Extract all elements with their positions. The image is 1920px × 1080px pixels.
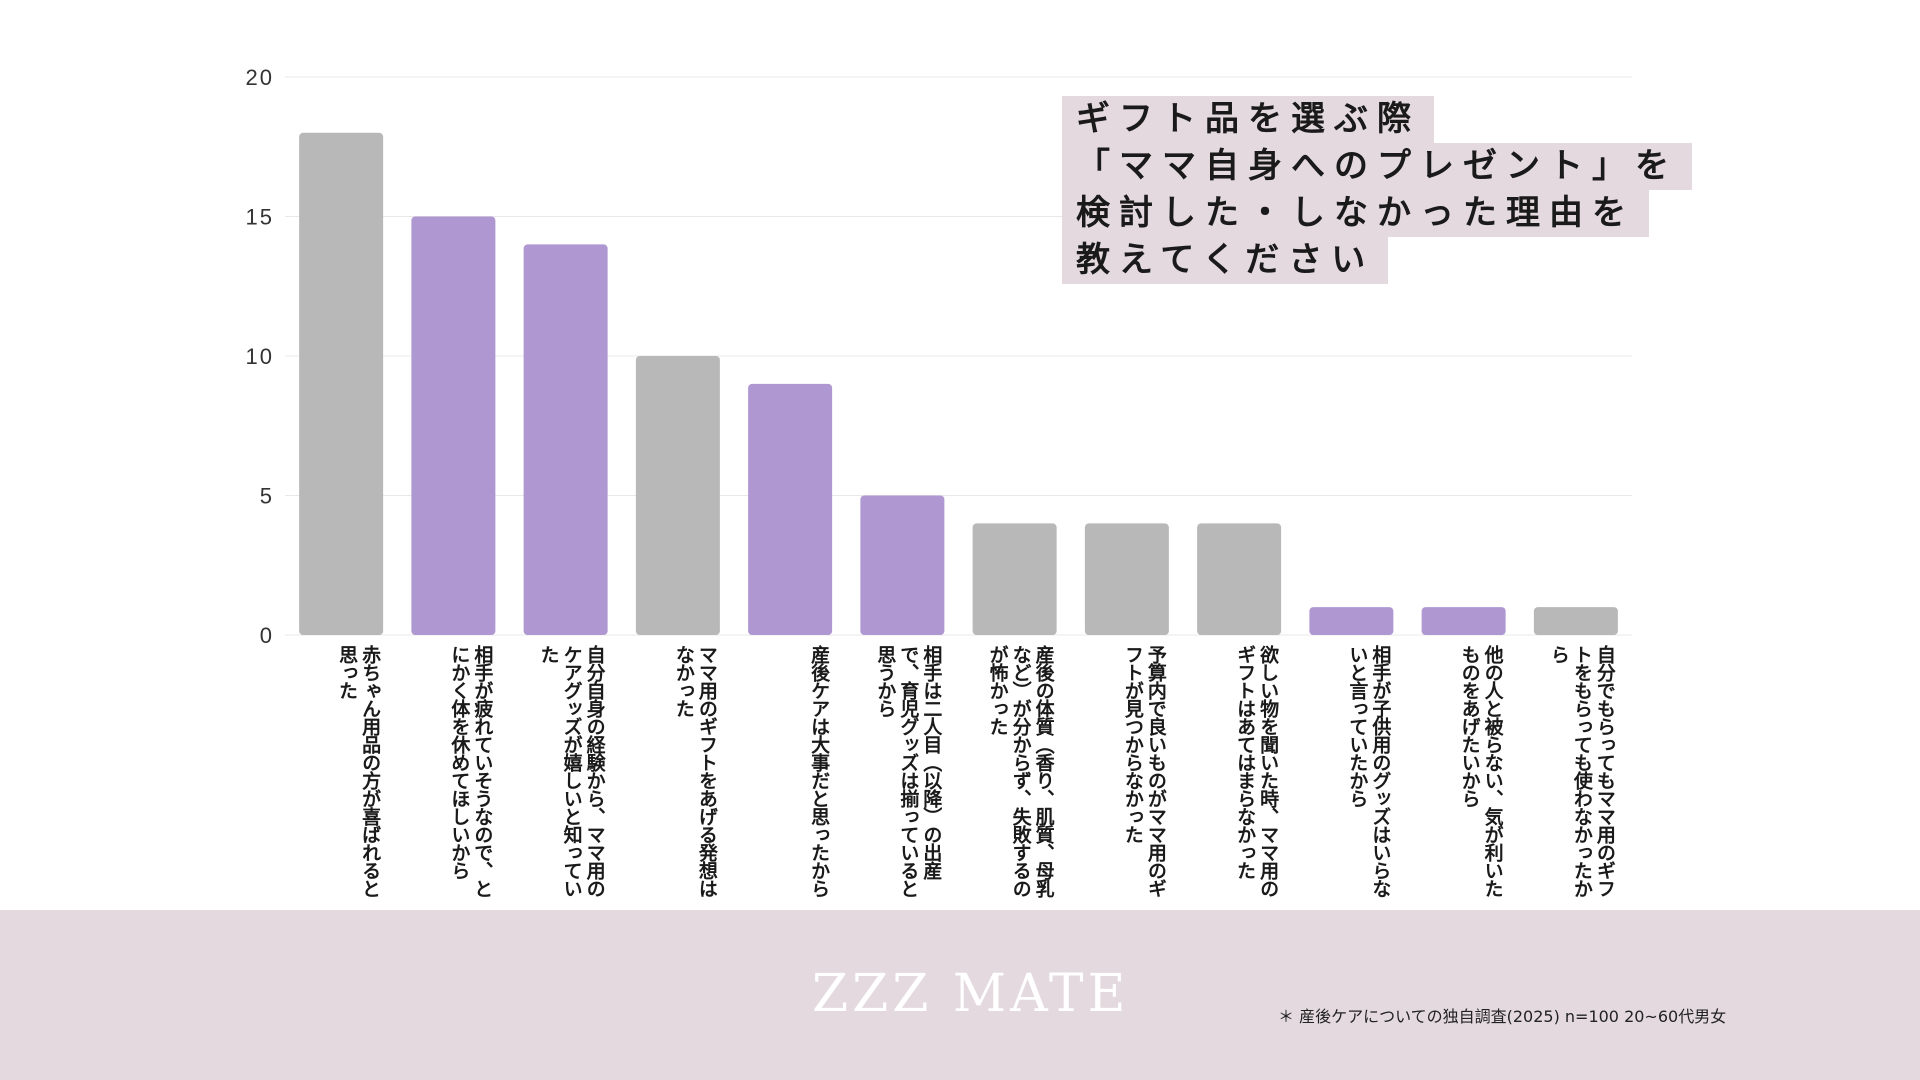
title-line-4: 教えてください <box>1062 237 1389 284</box>
x-category-label: 赤ちゃん用品の方が喜ばれると思った <box>336 645 382 897</box>
y-tick-label: 20 <box>246 65 274 90</box>
source-note: ＊ 産後ケアについての独自調査(2025) n=100 20~60代男女 <box>1278 1007 1727 1026</box>
title-line-3: 検討した・しなかった理由を <box>1062 190 1649 237</box>
bar-10 <box>1309 607 1394 635</box>
bar-6 <box>860 495 945 635</box>
bar-2 <box>411 216 496 635</box>
y-tick-label: 15 <box>246 205 274 230</box>
x-category-label: 予算内で良いものがママ用のギフトが見つからなかった <box>1121 645 1167 897</box>
bars <box>299 132 1618 636</box>
x-category-label: ママ用のギフトをあげる発想はなかった <box>672 645 718 897</box>
bar-5 <box>748 383 833 635</box>
x-category-label: 相手が子供用のグッズはいらないと言っていたから <box>1346 645 1392 897</box>
title-line-1: ギフト品を選ぶ際 <box>1062 96 1434 143</box>
bar-7 <box>972 523 1057 635</box>
x-category-label: 他の人と被らない、気が利いたものをあげたいから <box>1458 645 1504 897</box>
x-category-label: 産後の体質（香り、肌質、母乳など）が分からず、失敗するのが怖かった <box>986 645 1055 897</box>
bar-11 <box>1421 607 1506 635</box>
bar-chart: 0 5 10 15 20 <box>246 65 1632 648</box>
y-tick-label: 10 <box>246 344 274 369</box>
y-tick-label: 0 <box>260 623 274 648</box>
x-category-label: 欲しい物を聞いた時、ママ用のギフトはあてはまらなかった <box>1234 645 1280 897</box>
x-category-label: 自分でもらってもママ用のギフトをもらっても使わなかったから <box>1547 645 1616 897</box>
bar-4 <box>635 356 720 635</box>
y-tick-label: 5 <box>260 484 274 509</box>
bar-3 <box>523 244 608 635</box>
bar-12 <box>1533 607 1618 635</box>
brand-logo: ZZZ MATE <box>812 964 1130 1024</box>
bar-1 <box>299 132 384 636</box>
bar-9 <box>1197 523 1282 635</box>
title-line-2: 「ママ自身へのプレゼント」を <box>1062 143 1692 190</box>
x-category-label: 相手が疲れていそうなので、とにかく体を休めてほしいから <box>448 645 494 897</box>
x-category-label: 産後ケアは大事だと思ったから <box>808 645 831 897</box>
chart-title: ギフト品を選ぶ際 「ママ自身へのプレゼント」を 検討した・しなかった理由を 教え… <box>1062 96 1692 284</box>
y-axis-ticks: 0 5 10 15 20 <box>246 65 274 648</box>
footer-band: ZZZ MATE ＊ 産後ケアについての独自調査(2025) n=100 20~… <box>0 910 1920 1080</box>
x-category-label: 相手は二人目（以降）の出産で、育児グッズは揃っていると思うから <box>874 645 943 897</box>
bar-8 <box>1084 523 1169 635</box>
x-category-label: 自分自身の経験から、ママ用のケアグッズが嬉しいと知っていた <box>537 645 606 897</box>
